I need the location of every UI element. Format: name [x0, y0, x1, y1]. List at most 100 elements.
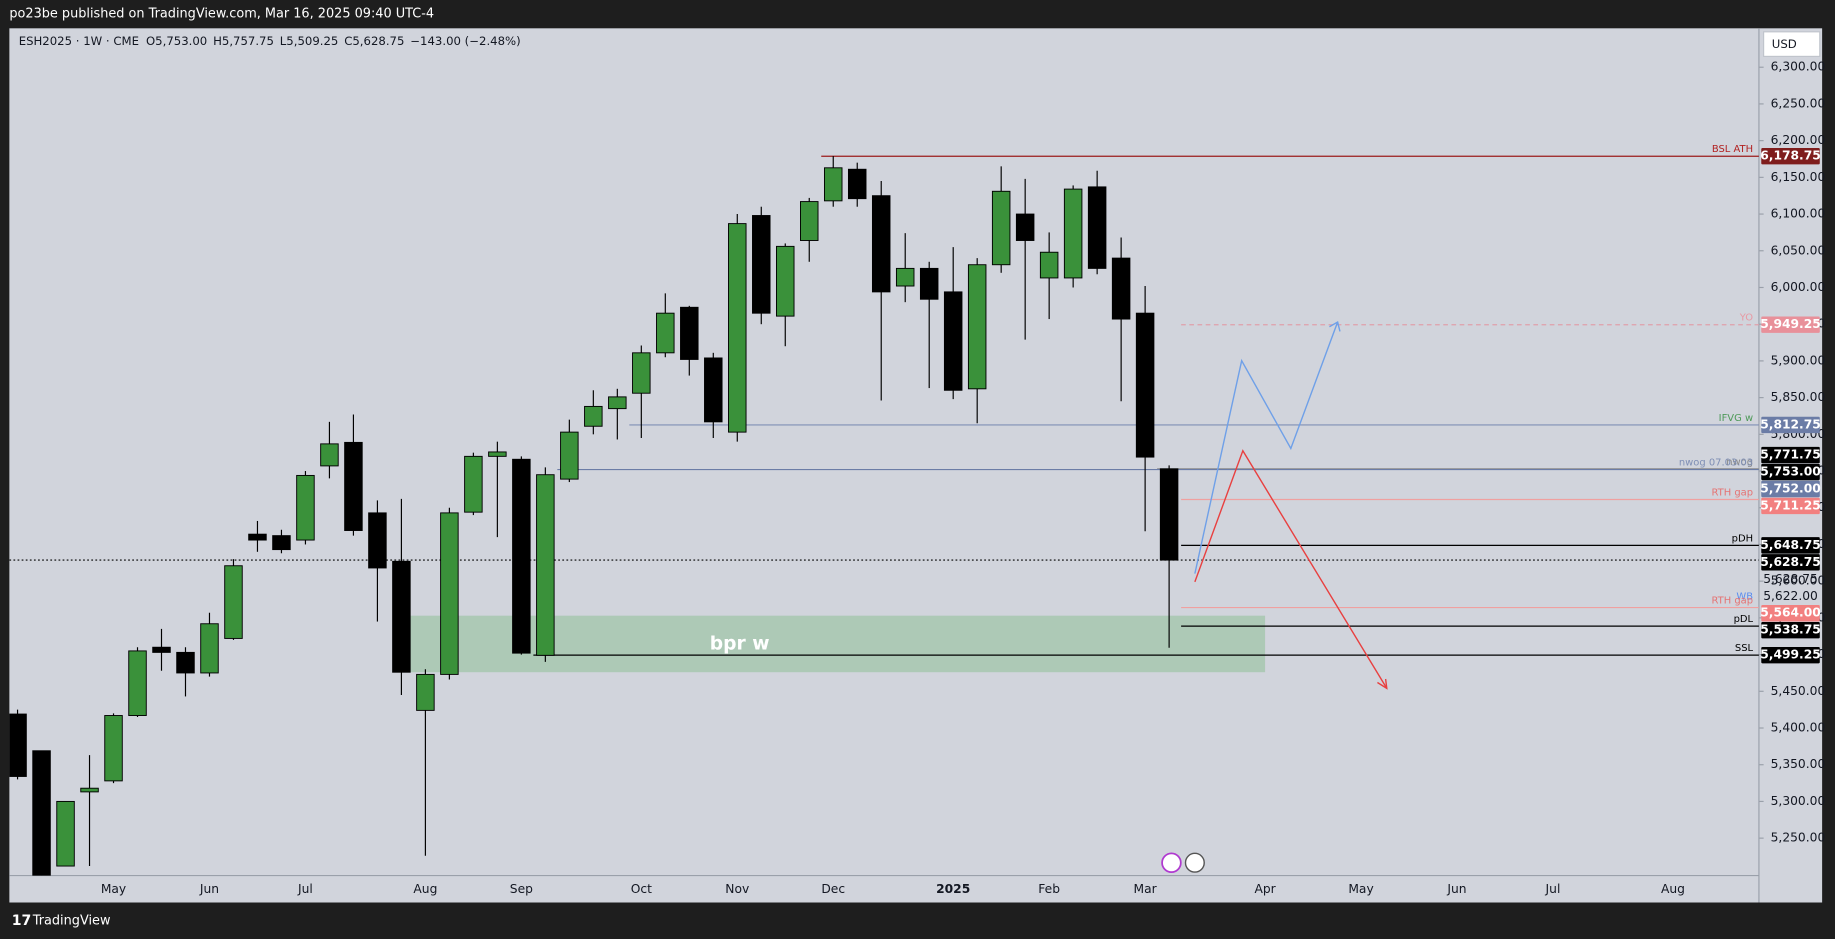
price-label: 5,753.00 [1760, 465, 1821, 479]
candle-body [800, 201, 819, 241]
x-tick-label: Sep [510, 882, 533, 896]
candle-body [488, 451, 507, 457]
candle-body [368, 512, 387, 569]
projection-down [1194, 449, 1388, 689]
ohlc: C5,628.75 [344, 34, 404, 48]
candle-body [967, 264, 987, 390]
level-name: nwog 07.03.03 [1679, 458, 1753, 469]
currency-box [1763, 31, 1821, 57]
level-name: pDH [1732, 533, 1753, 544]
candle-body [392, 560, 411, 673]
publisher: po23be published on TradingView.com, Mar… [9, 7, 434, 22]
candle-body [632, 352, 651, 394]
event-icon[interactable] [1161, 852, 1182, 873]
level-name: YO [1739, 313, 1754, 324]
candle-body [128, 650, 147, 716]
price-label: 5,752.00 [1760, 482, 1821, 496]
y-tick-label: 5,250.00 [1771, 831, 1826, 845]
price-label-box [1761, 605, 1820, 622]
candle-body [440, 512, 459, 675]
price-label-box [1761, 554, 1820, 571]
candle-body [871, 195, 891, 293]
candle-body [1135, 312, 1155, 458]
candle-body [56, 800, 75, 867]
x-tick-label: Nov [725, 882, 749, 896]
candle-body [847, 168, 867, 200]
candle-body [200, 623, 219, 674]
candle-body [560, 431, 579, 480]
level-name: IFVG w [1719, 413, 1753, 424]
candle-body [608, 396, 627, 410]
zone-label: bpr w [710, 633, 770, 654]
candle-body [1063, 188, 1083, 279]
price-label-box [1761, 446, 1820, 464]
brand[interactable]: TradingView [32, 914, 111, 929]
symbol-line: ESH2025 · 1W · CME O5,753.00 H5,757.75 L5,5… [19, 34, 521, 48]
level-name: RTH gap [1711, 596, 1753, 607]
candle-body [895, 267, 915, 287]
ohlc: L5,509.25 [280, 34, 339, 48]
y-tick-label: 5,300.00 [1771, 794, 1826, 808]
y-tick-label: 6,000.00 [1771, 280, 1826, 294]
level-name: RTH gap [1711, 487, 1753, 498]
y-tick-label: 5,600.00 [1771, 574, 1826, 588]
level-name: nwog [1726, 457, 1753, 468]
level-name: SSL [1735, 643, 1754, 654]
price-label: 6,178.75 [1760, 149, 1821, 163]
price-axis: 6,300.00 6,250.00 6,200.00 6,150.00 6,100.00… [1758, 60, 1826, 845]
price-label-box [1761, 480, 1820, 498]
candle-body [776, 245, 795, 317]
candle-body [272, 535, 291, 551]
candle-body [919, 267, 939, 300]
brand-logo: 17 [12, 913, 32, 929]
x-tick-label: Aug [1661, 882, 1685, 896]
x-tick-label: Jun [1446, 882, 1466, 896]
candle-body [224, 565, 243, 639]
price-label: 5,812.75 [1760, 417, 1821, 431]
y-tick-label: 6,100.00 [1771, 207, 1826, 221]
y-tick-label: 6,250.00 [1771, 96, 1826, 110]
x-tick-label: Mar [1134, 882, 1158, 896]
price-label: 5,628.75 [1760, 555, 1821, 569]
candle-body [823, 167, 843, 202]
x-tick-label: Jul [297, 882, 313, 896]
y-tick-label: 5,350.00 [1771, 757, 1826, 771]
candle-body [104, 715, 123, 782]
candle-body [80, 787, 99, 793]
price-label: 5,949.25 [1760, 317, 1821, 331]
plot: bpr w [9, 155, 1759, 876]
candle-body [176, 651, 195, 674]
price-label-box [1761, 416, 1820, 434]
x-tick-label: Dec [821, 882, 845, 896]
x-tick-label: May [101, 882, 126, 896]
arrowhead [1377, 678, 1388, 690]
candle-body [1111, 257, 1131, 320]
y-tick-label: 5,900.00 [1771, 353, 1826, 367]
symbol: ESH2025 · 1W · CME [19, 34, 139, 48]
level-name: pDL [1734, 614, 1754, 625]
pane-bg [9, 28, 1823, 903]
level-name: BSL ATH [1712, 144, 1753, 155]
y-tick-label: 6,300.00 [1771, 60, 1826, 74]
price-label: 5,771.75 [1760, 448, 1821, 462]
x-tick-label: Apr [1254, 882, 1276, 896]
price-label: 5,711.25 [1760, 498, 1821, 512]
candle-body [752, 215, 771, 314]
x-tick-label: Jun [199, 882, 219, 896]
candle-body [464, 455, 483, 513]
projection-up [1194, 321, 1339, 574]
candle-body [1015, 213, 1035, 241]
candle-body [152, 646, 171, 653]
price-label-box [1761, 148, 1820, 165]
event-icon[interactable] [1184, 852, 1205, 873]
y-tick-label: 6,050.00 [1771, 243, 1826, 257]
y-tick-label: 5,450.00 [1771, 684, 1826, 698]
x-tick-label: 2025 [936, 882, 970, 896]
ohlc: H5,757.75 [213, 34, 274, 48]
x-tick-label: Jul [1545, 882, 1561, 896]
price-label-box [1761, 316, 1820, 333]
candle-body [536, 474, 555, 656]
candle-body [991, 190, 1011, 266]
